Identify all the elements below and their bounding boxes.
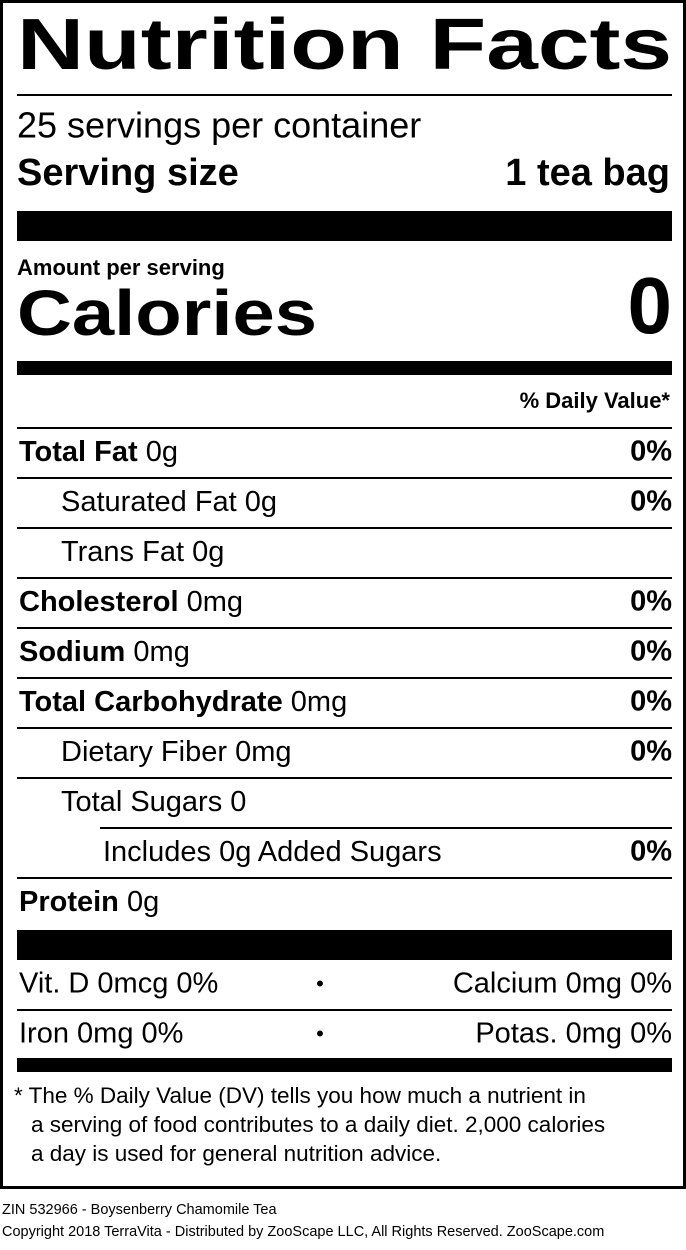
separator: • [316, 971, 324, 996]
label-border [0, 0, 686, 1189]
nutrient-name: Total Sugars [61, 786, 222, 818]
rule [17, 527, 672, 529]
nutrient-amount: 0g [245, 486, 277, 518]
nutrient-amount: 0g [192, 536, 224, 568]
nutrient-amount: 0mg [133, 636, 189, 668]
nutrient-name: Cholesterol [19, 586, 179, 618]
nutrient: Sodium 0mg [19, 636, 190, 668]
servings: 25 servings per container [17, 105, 421, 146]
rule [100, 827, 672, 829]
rule [17, 427, 672, 429]
nutrient-amount: 0mg [291, 686, 347, 718]
footnote: a day is used for general nutrition advi… [31, 1141, 441, 1166]
calories-value: 0 [628, 261, 673, 350]
vitamin: Vit. D 0mcg 0% [19, 968, 218, 1000]
daily-value: 0% [630, 436, 672, 468]
nutrient: Dietary Fiber 0mg [61, 736, 291, 768]
rule [17, 94, 672, 96]
serving-size-value: 1 tea bag [505, 152, 670, 194]
nutrient-name: Includes 0g Added Sugars [103, 836, 442, 868]
footer: Copyright 2018 TerraVita - Distributed b… [2, 1224, 604, 1240]
daily-value: 0% [630, 486, 672, 518]
nutrient-name: Trans Fat [61, 536, 184, 568]
title: Nutrition Facts [17, 5, 672, 85]
vitamin: Iron 0mg 0% [19, 1018, 183, 1050]
medium-bar [17, 1058, 672, 1072]
nutrient-amount: 0g [127, 886, 159, 918]
rows: Total Fat 0g 0% Saturated Fat 0g 0% Trans Fa… [2, 427, 672, 1240]
vitamin: Calcium 0mg 0% [453, 968, 672, 1000]
nutrient-name: Protein [19, 886, 119, 918]
footer: ZIN 532966 - Boysenberry Chamomile Tea [2, 1202, 277, 1218]
calories-label: Calories [17, 277, 317, 349]
nutrient: Total Sugars 0 [61, 786, 246, 818]
nutrient-amount: 0g [146, 436, 178, 468]
daily-value: 0% [630, 586, 672, 618]
dv-header: % Daily Value* [520, 388, 671, 413]
nutrient: Saturated Fat 0g [61, 486, 277, 518]
daily-value: 0% [630, 836, 672, 868]
nutrient-name: Sodium [19, 636, 125, 668]
nutrient: Protein 0g [19, 886, 159, 918]
separator: • [316, 1021, 324, 1046]
footnote: * The % Daily Value (DV) tells you how m… [14, 1083, 586, 1108]
nutrient-name: Dietary Fiber [61, 736, 227, 768]
rule [17, 477, 672, 479]
nutrient: Total Carbohydrate 0mg [19, 686, 347, 718]
rule [17, 727, 672, 729]
daily-value: 0% [630, 636, 672, 668]
daily-value: 0% [630, 736, 672, 768]
nutrient-amount: 0mg [235, 736, 291, 768]
thick-bar [17, 930, 672, 960]
nutrient-name: Total Fat [19, 436, 138, 468]
rule [17, 1009, 672, 1011]
daily-value: 0% [630, 686, 672, 718]
nutrient: Total Fat 0g [19, 436, 178, 468]
nutrient: Cholesterol 0mg [19, 586, 243, 618]
nutrient: Includes 0g Added Sugars [103, 836, 442, 868]
nutrient-name: Total Carbohydrate [19, 686, 283, 718]
rule [17, 627, 672, 629]
amount-per-serving: Amount per serving [17, 255, 225, 280]
rule [17, 677, 672, 679]
vitamin: Potas. 0mg 0% [475, 1018, 672, 1050]
medium-bar [17, 361, 672, 375]
nutrient: Trans Fat 0g [61, 536, 224, 568]
rule [17, 877, 672, 879]
nutrient-amount: 0 [230, 786, 246, 818]
nutrient-amount: 0mg [187, 586, 243, 618]
serving-size-label: Serving size [17, 152, 239, 194]
rule [17, 777, 672, 779]
thick-bar [17, 211, 672, 241]
rule [17, 577, 672, 579]
nutrient-name: Saturated Fat [61, 486, 237, 518]
footnote: a serving of food contributes to a daily… [31, 1112, 605, 1137]
